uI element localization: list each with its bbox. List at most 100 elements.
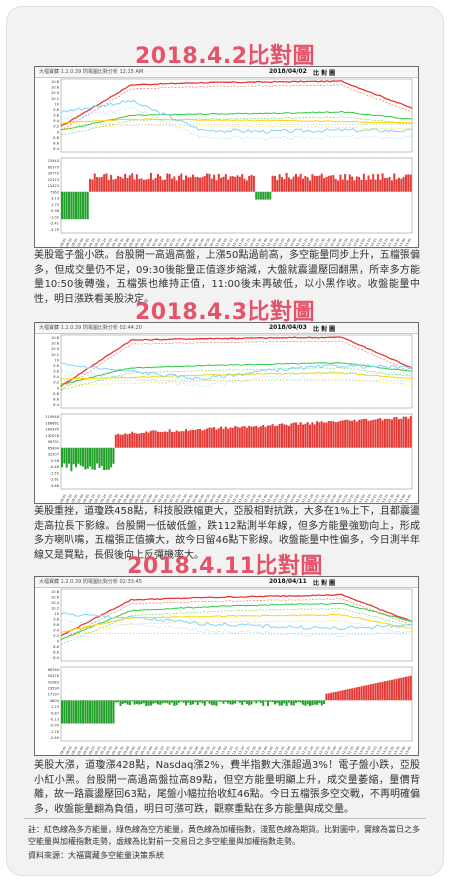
volume-bar bbox=[290, 179, 293, 192]
volume-bar bbox=[374, 419, 377, 448]
x-tick-label: 11:55 bbox=[278, 238, 286, 247]
volume-bar bbox=[255, 191, 258, 200]
volume-bar bbox=[152, 430, 155, 448]
volume-bar bbox=[168, 700, 171, 705]
volume-bar bbox=[250, 426, 253, 448]
volume-bar bbox=[238, 176, 241, 192]
volume-bar bbox=[124, 700, 127, 704]
analysis-text: 美股大漲，道瓊漲428點，Nasdaq漲2%，費半指數大漲超過3%！電子盤小跌，… bbox=[34, 760, 420, 815]
volume-bar bbox=[182, 700, 185, 703]
volume-bar bbox=[353, 687, 356, 701]
volume-bar bbox=[124, 433, 127, 448]
x-tick-label: 09:15 bbox=[94, 746, 102, 755]
x-tick-label: 08:50 bbox=[65, 238, 73, 247]
volume-bar bbox=[192, 700, 195, 705]
x-tick-label: 10:40 bbox=[191, 494, 199, 503]
volume-bar bbox=[320, 173, 323, 192]
volume-bar bbox=[140, 178, 143, 192]
volume-bar bbox=[379, 179, 382, 192]
y-tick-label: 9.8 bbox=[53, 108, 59, 112]
volume-bar bbox=[339, 690, 342, 701]
volume-bar bbox=[330, 421, 333, 448]
x-tick-label: 12:30 bbox=[318, 238, 326, 247]
y-tick-label: 186661 bbox=[45, 421, 59, 425]
y-tick-label: 164395 bbox=[45, 428, 59, 432]
volume-bar bbox=[243, 178, 246, 192]
volume-bar bbox=[208, 173, 211, 192]
volume-bar bbox=[287, 177, 290, 192]
x-tick-label: 12:40 bbox=[329, 746, 337, 755]
x-tick-label: 09:50 bbox=[134, 238, 142, 247]
y-tick-label: 0.87 bbox=[51, 711, 59, 715]
x-tick-label: 11:00 bbox=[214, 238, 222, 247]
x-tick-label: 09:20 bbox=[99, 494, 107, 503]
volume-bar bbox=[344, 689, 347, 701]
volume-bar bbox=[369, 420, 372, 448]
y-tick-label: 29590 bbox=[48, 687, 60, 691]
volume-bar bbox=[61, 447, 63, 468]
volume-bar bbox=[367, 175, 370, 192]
x-tick-label: 13:30 bbox=[387, 494, 395, 503]
volume-bar bbox=[302, 424, 305, 448]
volume-bar bbox=[395, 678, 398, 701]
volume-bar bbox=[70, 700, 73, 724]
x-tick-label: 12:55 bbox=[347, 494, 355, 503]
volume-bar bbox=[117, 433, 120, 448]
volume-bar bbox=[355, 687, 358, 701]
volume-bar bbox=[98, 700, 101, 724]
volume-bar bbox=[121, 700, 124, 704]
volume-bar bbox=[91, 179, 94, 192]
volume-bar bbox=[250, 174, 253, 192]
volume-bar bbox=[227, 700, 230, 704]
x-tick-label: 12:35 bbox=[324, 746, 332, 755]
volume-bar bbox=[248, 425, 251, 448]
volume-bar bbox=[65, 191, 68, 220]
volume-bar bbox=[271, 175, 274, 192]
y-tick-label: 10.6 bbox=[51, 86, 60, 90]
chart-date: 2018/04/11 bbox=[269, 578, 307, 585]
y-tick-label: -1.55 bbox=[50, 471, 59, 475]
volume-bar bbox=[383, 681, 386, 701]
x-tick-label: 09:20 bbox=[99, 238, 107, 247]
volume-bar bbox=[217, 700, 220, 702]
volume-bar bbox=[203, 175, 206, 192]
volume-bar bbox=[103, 174, 106, 192]
volume-bar bbox=[140, 432, 143, 448]
x-tick-label: 10:20 bbox=[168, 238, 176, 247]
volume-bar bbox=[68, 447, 71, 464]
y-tick-label: -1.76 bbox=[50, 730, 60, 734]
comparison-line bbox=[60, 367, 413, 390]
volume-bar bbox=[332, 692, 335, 701]
plot-area-top bbox=[60, 334, 413, 409]
volume-bar bbox=[402, 416, 405, 448]
volume-bar bbox=[388, 418, 391, 448]
volume-bar bbox=[341, 420, 344, 448]
volume-bar bbox=[189, 700, 192, 705]
volume-bar bbox=[290, 700, 293, 706]
volume-bar bbox=[135, 433, 138, 448]
chart-header: 大福寶藏 1.2.0.39 閃電圖比對分析 02:33:45 2018/04/1… bbox=[35, 577, 418, 588]
volume-bar bbox=[355, 176, 358, 192]
volume-bar bbox=[337, 691, 340, 701]
x-tick-label: 12:45 bbox=[335, 746, 343, 755]
panel-title: 2018.4.2比對圖 bbox=[134, 44, 316, 69]
comparison-line bbox=[60, 620, 413, 639]
volume-bar bbox=[297, 424, 300, 448]
volume-bar bbox=[316, 421, 319, 448]
volume-bar bbox=[248, 176, 251, 192]
volume-bar bbox=[404, 676, 407, 701]
x-tick-label: 10:50 bbox=[203, 746, 211, 755]
volume-bar bbox=[259, 426, 262, 448]
y-tick-label: 8.8 bbox=[53, 645, 59, 649]
x-tick-label: 10:35 bbox=[186, 746, 194, 755]
volume-bar bbox=[318, 700, 321, 704]
volume-bar bbox=[117, 175, 120, 192]
volume-bar bbox=[245, 180, 248, 192]
volume-bar bbox=[82, 447, 85, 467]
volume-bar bbox=[128, 700, 131, 706]
x-tick-label: 11:40 bbox=[260, 238, 268, 247]
volume-bar bbox=[227, 428, 230, 448]
volume-bar bbox=[166, 700, 169, 704]
volume-bar bbox=[68, 191, 71, 220]
volume-bar bbox=[383, 178, 386, 192]
